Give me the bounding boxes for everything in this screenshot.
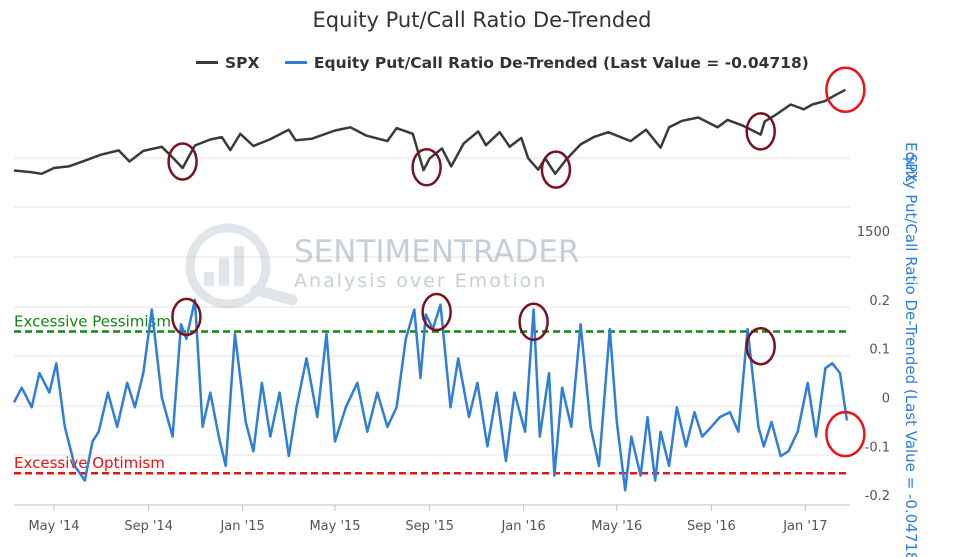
highlight-circle-0 — [167, 142, 198, 181]
ratio-axis-title: Equity Put/Call Ratio De-Trended (Last V… — [902, 142, 920, 557]
highlight-circle-6 — [421, 292, 452, 332]
legend-item-spx[interactable]: SPX — [196, 54, 259, 72]
x-tick-label-1: Sep '14 — [124, 519, 173, 534]
legend: SPX Equity Put/Call Ratio De-Trended (La… — [196, 50, 829, 72]
x-tick-label-6: May '16 — [591, 519, 642, 534]
watermark-bar-icon — [204, 272, 214, 286]
chart-title: Equity Put/Call Ratio De-Trended — [312, 8, 652, 32]
highlight-circle-7 — [518, 302, 549, 342]
watermark-magnifier-icon — [185, 223, 271, 309]
x-tick-label-7: Sep '16 — [687, 519, 736, 534]
ratio-tick-label-0: -0.2 — [865, 489, 890, 504]
x-tick-label-0: May '14 — [28, 519, 79, 534]
watermark-bar-icon — [234, 246, 244, 286]
series-line-spx — [13, 88, 846, 176]
highlight-circle-2 — [540, 150, 572, 189]
watermark-logo — [185, 223, 298, 309]
series-line-ratio — [12, 298, 849, 492]
watermark-handle-icon — [250, 284, 298, 306]
ratio-tick-label-2: 0 — [882, 392, 890, 407]
highlight-circle-9 — [825, 410, 866, 458]
ratio-tick-label-4: 0.2 — [869, 294, 890, 309]
watermark-bar-icon — [219, 258, 229, 286]
legend-item-ratio[interactable]: Equity Put/Call Ratio De-Trended (Last V… — [284, 53, 809, 72]
highlight-circle-8 — [745, 326, 776, 366]
legend-swatch-spx — [196, 61, 218, 64]
x-tick-label-2: Jan '15 — [219, 519, 264, 534]
x-tick-label-5: Jan '16 — [500, 519, 545, 534]
ratio-tick-label-1: -0.1 — [865, 440, 890, 455]
x-tick-label-4: Sep '15 — [405, 519, 454, 534]
spx-axis-title: SPX — [902, 154, 920, 183]
reference-label-0: Excessive Pessimism — [14, 313, 171, 331]
x-tick-label-8: Jan '17 — [782, 519, 827, 534]
x-tick-label-3: May '15 — [309, 519, 360, 534]
watermark-tagline: Analysis over Emotion — [294, 270, 547, 292]
ratio-tick-label-3: 0.1 — [869, 343, 890, 358]
highlight-circle-4 — [825, 66, 866, 114]
spx-tick-label-0: 1500 — [857, 225, 890, 240]
highlight-circle-5 — [171, 297, 202, 337]
legend-label-ratio: Equity Put/Call Ratio De-Trended (Last V… — [313, 53, 809, 72]
legend-swatch-ratio — [284, 61, 307, 64]
highlight-circle-1 — [411, 147, 442, 187]
highlight-circle-3 — [745, 112, 776, 151]
legend-label-spx: SPX — [225, 53, 260, 72]
watermark-brand: SENTIMENTRADER — [294, 234, 579, 270]
